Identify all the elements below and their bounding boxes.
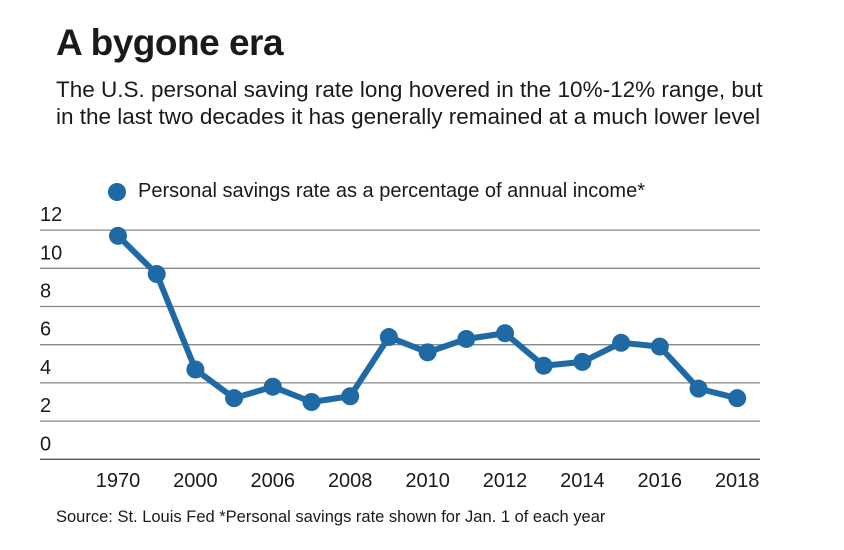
series-line [115,233,738,405]
legend-label: Personal savings rate as a percentage of… [138,180,645,202]
data-point [612,333,631,352]
x-tick-label: 2010 [405,470,450,492]
x-tick-label: 2000 [173,470,218,492]
data-point [302,393,321,411]
x-tick-label: 1970 [96,470,141,492]
data-point [728,389,747,408]
data-point [225,389,244,408]
x-tick-label: 2014 [560,470,605,492]
data-point [341,387,360,406]
y-tick-label: 12 [40,204,62,226]
data-point [650,337,669,356]
chart-subtitle: The U.S. personal saving rate long hover… [56,77,763,129]
legend-marker [108,182,126,201]
data-point [186,360,205,379]
x-tick-label: 2012 [483,470,528,492]
y-tick-label: 6 [40,319,51,341]
x-tick-label: 2016 [638,470,683,492]
x-tick-label: 2018 [715,470,760,492]
data-point [689,379,708,398]
data-point [457,329,476,348]
y-tick-label: 8 [40,281,51,303]
y-tick-label: 10 [40,242,62,264]
data-point [109,226,127,245]
data-point [147,265,166,284]
y-tick-label: 2 [40,395,51,417]
data-point [418,343,437,362]
legend: Personal savings rate as a percentage of… [108,180,645,203]
data-point [263,377,282,396]
source-note: Source: St. Louis Fed *Personal savings … [56,508,606,526]
data-point [496,324,514,343]
chart-title: A bygone era [56,22,284,63]
y-tick-label: 0 [40,433,51,455]
y-tick-label: 4 [40,357,51,379]
x-tick-label: 2008 [328,470,373,492]
x-tick-label: 2006 [251,470,296,492]
data-point [573,352,592,371]
data-point [534,356,553,375]
data-point [379,328,398,347]
